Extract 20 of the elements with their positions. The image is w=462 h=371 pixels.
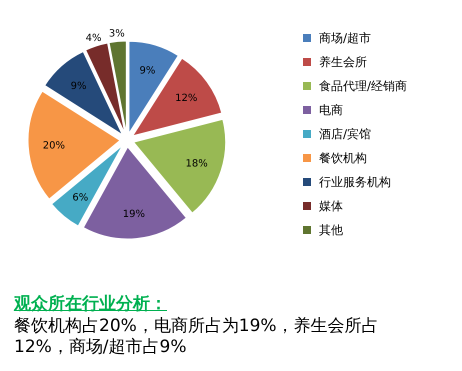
data-label: 12% (175, 92, 198, 104)
legend-label: 食品代理/经销商 (319, 79, 408, 93)
legend-label: 媒体 (319, 199, 343, 213)
text: 餐饮机构占20%，电商所占为19%，养生会所占12%，商场/超市占9% (14, 316, 380, 358)
data-label: 6% (72, 192, 88, 204)
legend-label: 其他 (319, 223, 343, 237)
data-label: 20% (42, 140, 66, 152)
legend-label: 商场/超市 (319, 31, 372, 45)
legend-label: 养生会所 (319, 55, 367, 69)
legend-label: 酒店/宾馆 (319, 127, 372, 141)
data-label: 4% (86, 33, 102, 44)
legend-label: 电商 (319, 103, 343, 117)
data-label: 19% (122, 208, 146, 220)
legend-label: 餐饮机构 (319, 151, 367, 165)
data-label: 9% (139, 66, 156, 77)
data-label: 3% (108, 28, 125, 40)
text: 观众所在行业分析： (14, 293, 167, 315)
data-label: 9% (70, 81, 87, 92)
data-label: 18% (186, 158, 208, 170)
legend-label: 行业服务机构 (319, 175, 391, 189)
